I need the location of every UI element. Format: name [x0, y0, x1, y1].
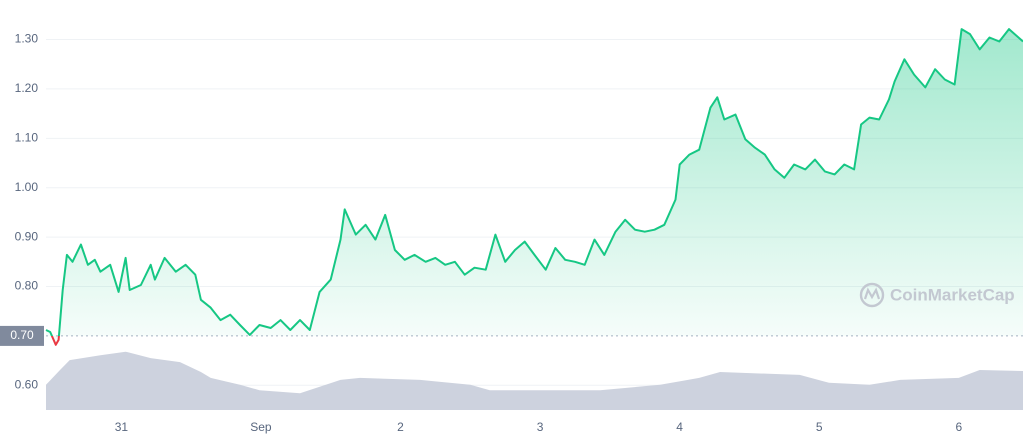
- x-tick-label: Sep: [250, 420, 272, 434]
- y-tick-label: 1.30: [15, 32, 39, 46]
- y-tick-label: 0.80: [15, 279, 39, 293]
- y-tick-label: 1.20: [15, 81, 39, 95]
- price-line: [45, 28, 1023, 346]
- x-tick-label: 2: [397, 420, 404, 434]
- price-area: [46, 29, 1023, 345]
- x-tick-label: 31: [115, 420, 129, 434]
- y-tick-label: 0.60: [15, 377, 39, 391]
- x-tick-label: 4: [676, 420, 683, 434]
- y-tick-label: 1.10: [15, 130, 39, 144]
- y-tick-label: 1.00: [15, 180, 39, 194]
- x-tick-label: 6: [955, 420, 962, 434]
- y-tick-label: 0.90: [15, 229, 39, 243]
- x-tick-label: 3: [537, 420, 544, 434]
- baseline-label-box: [0, 325, 44, 346]
- x-tick-label: 5: [816, 420, 823, 434]
- watermark: CoinMarketCap: [859, 282, 1015, 308]
- baseline-label: 0.70: [10, 328, 34, 342]
- watermark-text: CoinMarketCap: [890, 285, 1015, 304]
- watermark-logo: [859, 282, 885, 308]
- volume-area: [46, 351, 1023, 410]
- watermark-logo-m: [863, 287, 881, 300]
